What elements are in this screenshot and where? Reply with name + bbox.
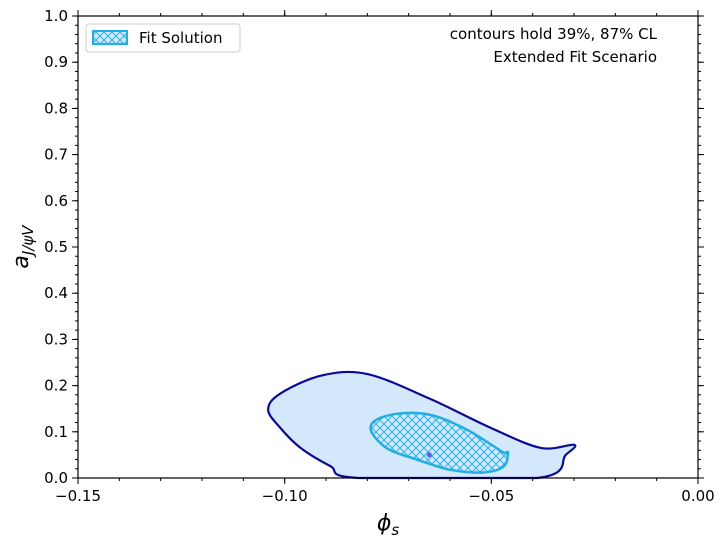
y-tick-label: 1.0 [44,7,68,25]
legend-swatch-fit-solution [92,30,128,45]
y-tick-label: 0.9 [44,53,68,71]
y-tick-label: 0.8 [44,99,68,117]
y-tick-label: 0.1 [44,423,68,441]
y-tick-label: 0.3 [44,330,68,348]
annotation-cl-levels: contours hold 39%, 87% CL [450,25,658,43]
y-tick-label: 0.2 [44,377,68,395]
y-tick-label: 0.4 [44,284,68,302]
x-tick-label: −0.15 [55,487,101,505]
x-tick-label: −0.10 [262,487,308,505]
contour-39cl [369,411,510,474]
y-tick-label: 0.0 [44,469,68,487]
legend-label-fit-solution: Fit Solution [139,29,222,47]
plot-frame [77,15,699,479]
y-tick-label: 0.7 [44,146,68,164]
y-axis-title: aJ/ψV [9,224,37,269]
tick-labels: −0.15 −0.10 −0.05 0.00 0.0 0.1 0.2 0.3 0.4 0.5 0.6… [44,7,715,505]
legend: Fit Solution [85,23,241,53]
contour-regions [267,370,577,480]
y-tick-label: 0.5 [44,238,68,256]
annotation-scenario: Extended Fit Scenario [493,48,657,66]
y-tick-label: 0.6 [44,192,68,210]
x-tick-label: −0.05 [468,487,514,505]
best-fit-point [426,452,432,458]
x-axis-title: ϕs [377,511,400,539]
x-tick-label: 0.00 [681,487,714,505]
